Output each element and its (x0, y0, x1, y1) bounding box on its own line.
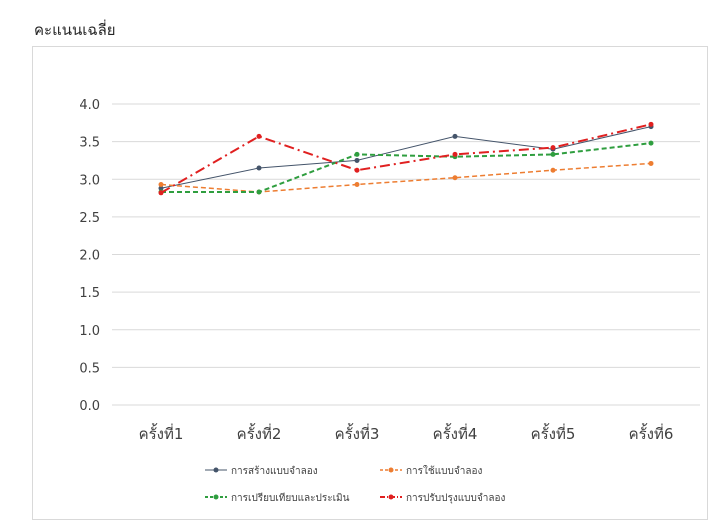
data-point (158, 185, 164, 191)
y-tick-label: 1.5 (79, 286, 100, 301)
legend-swatch-marker (388, 467, 394, 473)
y-tick-label: 2.5 (79, 211, 100, 226)
y-tick-label: 2.0 (79, 249, 100, 264)
data-point (550, 167, 556, 173)
x-tick-label: ครั้งที่6 (629, 423, 674, 443)
data-point (354, 151, 360, 157)
data-point (354, 157, 360, 163)
series-2 (158, 160, 654, 195)
legend-swatch-marker (213, 494, 219, 500)
x-tick-label: ครั้งที่2 (237, 423, 282, 443)
data-point (550, 145, 556, 151)
series-line (161, 142, 652, 193)
series-lines (158, 121, 654, 196)
y-axis-ticks: 0.0 0.5 1.0 1.5 2.0 2.5 3.0 3.5 4.0 (79, 98, 100, 414)
data-point (158, 182, 164, 188)
series-4 (158, 121, 654, 196)
chart-frame (32, 46, 708, 520)
series-line (160, 162, 652, 193)
data-point (452, 133, 458, 139)
y-tick-label: 4.0 (79, 98, 100, 113)
page-title: คะแนนเฉลี่ย (34, 21, 116, 39)
legend-item: การใช้แบบจำลอง (380, 465, 482, 477)
data-point (452, 175, 458, 181)
data-point (550, 151, 556, 157)
x-axis-ticks: ครั้งที่1 ครั้งที่2 ครั้งที่3 ครั้งที่4 ครั้… (139, 423, 674, 443)
y-tick-label: 1.0 (79, 324, 100, 339)
data-point (354, 182, 360, 188)
x-tick-label: ครั้งที่5 (531, 423, 576, 443)
legend-label: การใช้แบบจำลอง (406, 465, 482, 477)
x-tick-label: ครั้งที่4 (433, 423, 478, 443)
data-point (648, 140, 654, 146)
data-point (354, 167, 360, 173)
y-tick-label: 3.0 (79, 173, 100, 188)
legend-swatch-marker (213, 467, 219, 473)
legend-label: การปรับปรุงแบบจำลอง (406, 493, 505, 504)
y-tick-label: 0.0 (79, 399, 100, 414)
legend-item: การเปรียบเทียบและประเมิน (205, 492, 350, 504)
x-tick-label: ครั้งที่3 (335, 423, 380, 443)
data-point (648, 160, 654, 166)
legend-label: การสร้างแบบจำลอง (231, 465, 318, 477)
data-point (256, 165, 262, 171)
legend: การสร้างแบบจำลอง การใช้แบบจำลองการเปรียบเ… (205, 465, 505, 504)
data-point (256, 133, 262, 139)
series-1 (158, 124, 654, 191)
data-point (256, 189, 262, 195)
series-line (160, 126, 652, 189)
legend-swatch-marker (388, 494, 394, 500)
legend-label: การเปรียบเทียบและประเมิน (231, 492, 350, 504)
data-point (648, 121, 654, 127)
data-point (452, 151, 458, 157)
y-tick-label: 3.5 (79, 136, 100, 151)
series-line (160, 123, 652, 194)
data-point (158, 190, 164, 196)
y-tick-label: 0.5 (79, 361, 100, 376)
legend-item: การปรับปรุงแบบจำลอง (380, 493, 505, 504)
legend-item: การสร้างแบบจำลอง (205, 465, 318, 477)
x-tick-label: ครั้งที่1 (139, 423, 184, 443)
gridlines (112, 103, 700, 406)
